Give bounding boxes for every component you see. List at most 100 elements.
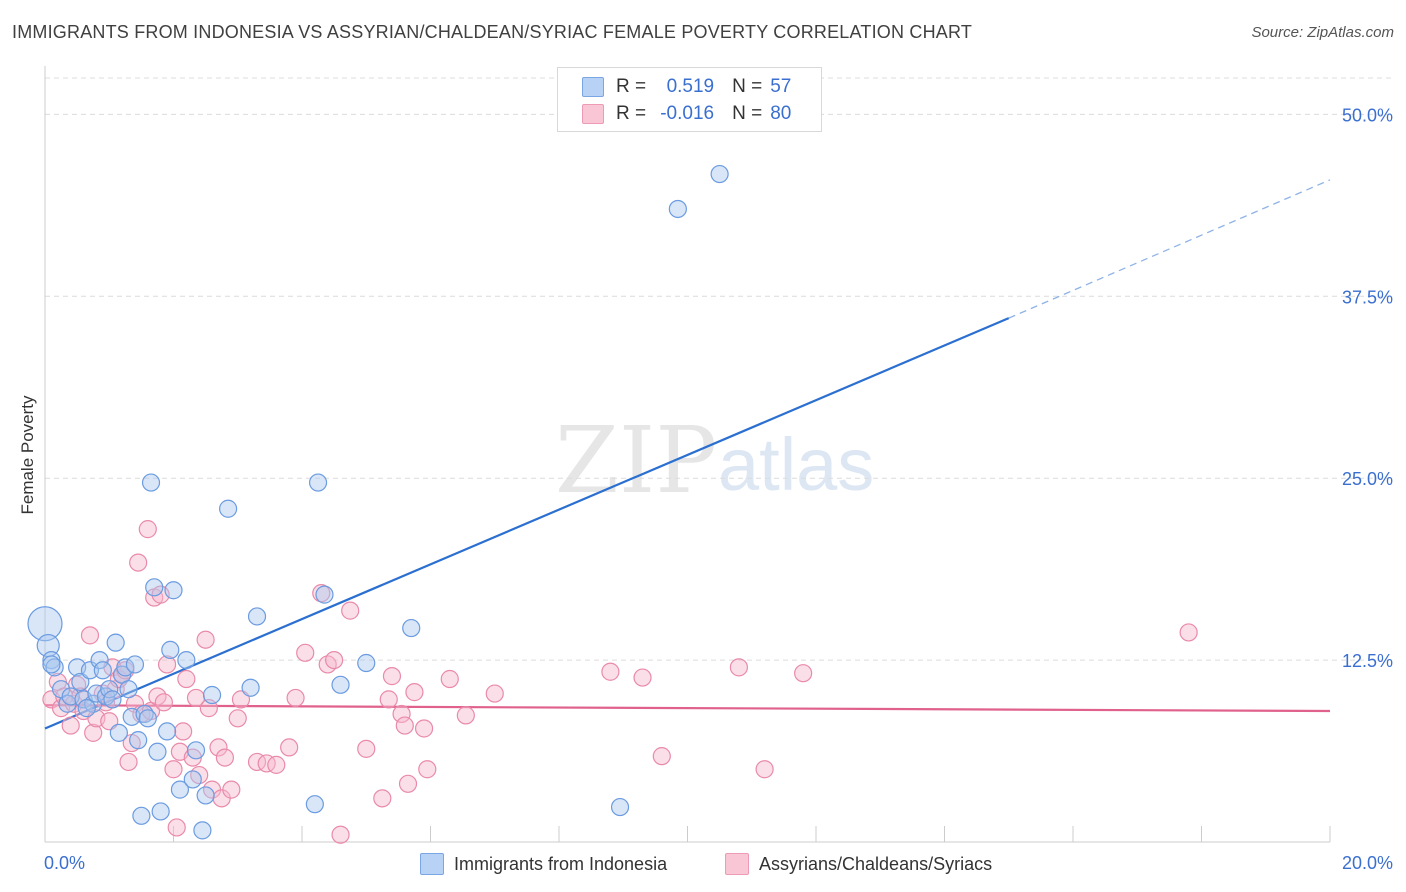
bottom-legend-swatch-blue bbox=[420, 853, 444, 875]
x-tick-label-max: 20.0% bbox=[1342, 853, 1393, 873]
data-point-assyrian bbox=[341, 601, 360, 620]
y-tick-label: 50.0% bbox=[1342, 105, 1393, 125]
y-tick-label: 25.0% bbox=[1342, 469, 1393, 489]
trend-line-indonesia bbox=[44, 317, 1010, 730]
data-point-indonesia bbox=[315, 585, 334, 604]
data-point-indonesia bbox=[151, 802, 170, 821]
data-point-assyrian bbox=[440, 669, 459, 689]
x-tick-label-min: 0.0% bbox=[44, 853, 85, 873]
data-point-indonesia bbox=[183, 770, 202, 789]
data-point-assyrian bbox=[398, 774, 418, 793]
data-point-indonesia bbox=[357, 653, 376, 673]
data-point-assyrian bbox=[84, 723, 103, 742]
data-point-assyrian bbox=[794, 664, 813, 683]
legend-n-value: 57 bbox=[770, 76, 792, 97]
data-point-assyrian bbox=[286, 688, 305, 708]
legend-r-value: -0.016 bbox=[660, 103, 715, 124]
data-point-indonesia bbox=[141, 473, 161, 492]
data-point-indonesia bbox=[103, 690, 122, 709]
data-point-indonesia bbox=[148, 742, 167, 761]
data-point-indonesia bbox=[138, 709, 157, 728]
data-point-assyrian bbox=[601, 662, 620, 681]
data-point-indonesia bbox=[125, 655, 145, 674]
chart-title: IMMIGRANTS FROM INDONESIA VS ASSYRIAN/CH… bbox=[12, 22, 973, 42]
data-point-assyrian bbox=[379, 690, 398, 709]
data-point-indonesia bbox=[100, 680, 119, 699]
data-point-assyrian bbox=[167, 818, 186, 837]
data-point-indonesia bbox=[305, 795, 324, 814]
data-point-assyrian bbox=[157, 655, 177, 674]
data-point-indonesia bbox=[219, 499, 238, 518]
legend-row-assyrian: R = -0.016 N = 80 bbox=[582, 103, 791, 125]
data-point-indonesia bbox=[610, 797, 630, 817]
data-point-assyrian bbox=[414, 719, 434, 738]
data-point-indonesia bbox=[42, 655, 61, 674]
legend-r-label: R = bbox=[616, 76, 647, 97]
trend-line-indonesia-extension bbox=[1008, 179, 1331, 319]
data-point-indonesia bbox=[710, 164, 729, 184]
data-point-indonesia bbox=[93, 661, 112, 680]
data-point-assyrian bbox=[405, 683, 424, 702]
data-point-assyrian bbox=[633, 668, 652, 687]
legend-swatch-blue bbox=[582, 77, 604, 97]
bottom-legend-label: Assyrians/Chaldeans/Syriacs bbox=[759, 853, 993, 874]
data-point-indonesia bbox=[161, 640, 180, 660]
data-point-indonesia bbox=[145, 578, 164, 597]
data-point-assyrian bbox=[373, 789, 392, 808]
data-point-assyrian bbox=[755, 760, 774, 779]
data-point-assyrian bbox=[485, 684, 504, 703]
data-point-indonesia bbox=[119, 680, 138, 699]
data-point-indonesia bbox=[247, 607, 267, 626]
data-point-assyrian bbox=[357, 739, 376, 758]
data-point-assyrian bbox=[61, 716, 80, 735]
legend-row-indonesia: R = 0.519 N = 57 bbox=[582, 76, 791, 98]
data-point-assyrian bbox=[129, 553, 148, 572]
data-point-assyrian bbox=[100, 712, 119, 731]
data-point-assyrian bbox=[174, 722, 193, 741]
legend-r-label: R = bbox=[616, 103, 647, 124]
data-point-assyrian bbox=[1179, 623, 1198, 642]
data-point-assyrian bbox=[280, 738, 299, 757]
data-point-assyrian bbox=[729, 658, 749, 677]
data-point-indonesia bbox=[193, 821, 212, 840]
data-point-indonesia bbox=[331, 675, 350, 694]
data-point-indonesia bbox=[90, 650, 109, 670]
data-point-indonesia bbox=[202, 685, 222, 705]
correlation-legend: R = 0.519 N = 57 R = -0.016 N = 80 bbox=[557, 67, 822, 132]
data-point-indonesia bbox=[157, 722, 177, 741]
bottom-legend-label: Immigrants from Indonesia bbox=[454, 853, 668, 874]
data-point-assyrian bbox=[231, 690, 251, 709]
data-point-assyrian bbox=[395, 716, 414, 735]
data-point-indonesia bbox=[45, 658, 64, 677]
data-point-indonesia bbox=[186, 741, 206, 760]
legend-n-label: N = bbox=[732, 103, 763, 124]
data-point-assyrian bbox=[164, 760, 183, 779]
data-point-assyrian bbox=[177, 669, 196, 689]
data-point-indonesia bbox=[71, 672, 90, 692]
data-point-indonesia bbox=[170, 780, 190, 799]
data-point-indonesia bbox=[402, 618, 421, 638]
data-point-assyrian bbox=[331, 825, 350, 844]
data-point-assyrian bbox=[267, 755, 286, 774]
data-point-assyrian bbox=[392, 704, 411, 724]
data-point-assyrian bbox=[296, 643, 315, 662]
trend-line-assyrian bbox=[44, 704, 1331, 713]
data-point-indonesia bbox=[308, 473, 328, 492]
data-point-assyrian bbox=[247, 752, 267, 772]
data-point-indonesia bbox=[196, 786, 215, 805]
source-label: Source: ZipAtlas.com bbox=[1251, 24, 1394, 41]
legend-n-label: N = bbox=[732, 76, 763, 97]
legend-r-value: 0.519 bbox=[666, 76, 715, 97]
bottom-legend-swatch-pink bbox=[725, 853, 749, 875]
data-point-assyrian bbox=[325, 650, 344, 670]
data-point-assyrian bbox=[652, 747, 671, 766]
watermark: ZIP atlas bbox=[555, 407, 874, 514]
data-point-assyrian bbox=[138, 520, 157, 539]
legend-n-value: 80 bbox=[770, 103, 792, 124]
data-point-assyrian bbox=[257, 754, 276, 773]
data-point-assyrian bbox=[382, 667, 402, 686]
watermark-atlas: atlas bbox=[718, 423, 874, 506]
data-point-assyrian bbox=[186, 688, 206, 708]
y-tick-label: 12.5% bbox=[1342, 651, 1393, 671]
